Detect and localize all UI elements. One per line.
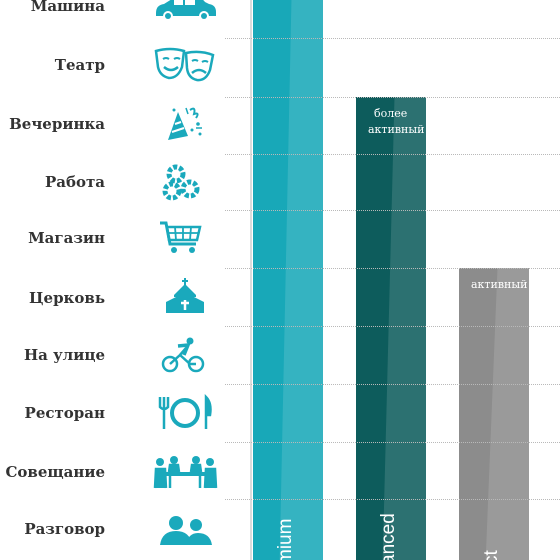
series-name-label: ct xyxy=(481,550,502,560)
gridline xyxy=(225,38,560,39)
gridline xyxy=(225,210,560,211)
bar-rect xyxy=(253,0,323,560)
bar-annotation: более xyxy=(374,107,407,120)
cyclist-icon xyxy=(150,335,220,375)
row-label: Работа xyxy=(44,173,105,191)
church-icon xyxy=(150,278,220,318)
bar-highlight xyxy=(279,0,323,560)
chart-row: Магазин xyxy=(0,218,560,258)
series-name-label: anced xyxy=(378,513,399,560)
chart-row: Работа xyxy=(0,162,560,202)
bar-highlight xyxy=(485,268,529,560)
row-label: Ресторан xyxy=(24,404,105,422)
shopping-cart-icon xyxy=(150,218,220,258)
bar-rect xyxy=(356,97,426,560)
chart-row: Ресторан xyxy=(0,393,560,433)
theater-masks-icon xyxy=(150,45,220,85)
gridline xyxy=(225,442,560,443)
gridline xyxy=(225,97,560,98)
gridline xyxy=(225,384,560,385)
gridline xyxy=(225,499,560,500)
row-label: Разговор xyxy=(24,520,105,538)
row-label: Магазин xyxy=(28,229,105,247)
vertical-separator xyxy=(250,0,252,560)
bar-highlight xyxy=(382,97,426,560)
bar-2: ct активный xyxy=(459,268,529,560)
row-label: Церковь xyxy=(29,289,105,307)
gridline xyxy=(225,326,560,327)
bar-rect xyxy=(459,268,529,560)
meeting-table-icon xyxy=(150,452,220,492)
gridline xyxy=(225,268,560,269)
row-label: Машина xyxy=(30,0,105,15)
row-label: На улице xyxy=(23,346,105,364)
restaurant-plate-icon xyxy=(150,393,220,433)
chart-row: Театр xyxy=(0,45,560,85)
chart-row: Церковь xyxy=(0,278,560,318)
chart-row: Разговор xyxy=(0,509,560,549)
series-name-label: mium xyxy=(275,519,296,560)
row-label: Вечеринка xyxy=(9,115,105,133)
chart-row: Вечеринка xyxy=(0,104,560,144)
conversation-icon xyxy=(150,509,220,549)
bar-annotation: активный xyxy=(471,278,527,291)
chart-row: Совещание xyxy=(0,452,560,492)
gears-icon xyxy=(150,162,220,202)
chart-row: Машина xyxy=(0,0,560,26)
chart-row: На улице xyxy=(0,335,560,375)
car-icon xyxy=(150,0,220,26)
row-label: Совещание xyxy=(5,463,105,481)
row-label: Театр xyxy=(54,56,105,74)
bar-0: mium xyxy=(253,0,323,560)
bar-annotation: активный xyxy=(368,123,424,136)
gridline xyxy=(225,154,560,155)
bar-1: anced более активный xyxy=(356,97,426,560)
party-hat-icon xyxy=(150,104,220,144)
